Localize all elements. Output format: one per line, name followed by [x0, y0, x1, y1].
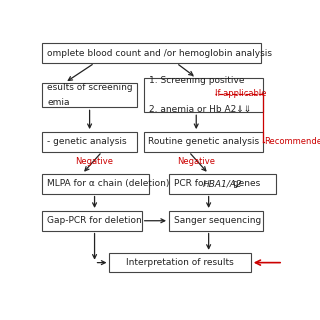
Text: Negative: Negative: [177, 157, 215, 166]
Text: - genetic analysis: - genetic analysis: [47, 137, 127, 146]
FancyBboxPatch shape: [109, 253, 251, 273]
FancyBboxPatch shape: [43, 174, 149, 194]
FancyBboxPatch shape: [144, 78, 263, 112]
Text: Sanger sequencing: Sanger sequencing: [174, 216, 261, 225]
FancyBboxPatch shape: [43, 211, 142, 231]
Text: Interpretation of results: Interpretation of results: [126, 258, 234, 267]
Text: HBA1/A2: HBA1/A2: [203, 179, 242, 188]
FancyBboxPatch shape: [169, 211, 263, 231]
FancyBboxPatch shape: [43, 83, 137, 108]
FancyBboxPatch shape: [43, 132, 137, 152]
FancyBboxPatch shape: [144, 132, 263, 152]
Text: omplete blood count and /or hemoglobin analysis: omplete blood count and /or hemoglobin a…: [47, 49, 272, 58]
Text: Recommende: Recommende: [264, 137, 320, 146]
FancyBboxPatch shape: [169, 174, 276, 194]
Text: Routine genetic analysis: Routine genetic analysis: [148, 137, 259, 146]
Text: PCR for: PCR for: [174, 179, 210, 188]
Text: Gap-PCR for deletion: Gap-PCR for deletion: [47, 216, 142, 225]
Text: Negative: Negative: [76, 157, 114, 166]
FancyBboxPatch shape: [43, 43, 261, 63]
Text: If applicable: If applicable: [215, 89, 266, 98]
Text: MLPA for α chain (deletion): MLPA for α chain (deletion): [47, 179, 170, 188]
Text: esults of screening
emia: esults of screening emia: [47, 83, 133, 107]
Text: genes: genes: [230, 179, 260, 188]
Text: 1. Screening positive

2. anemia or Hb A2⇓⇓: 1. Screening positive 2. anemia or Hb A2…: [149, 76, 252, 114]
